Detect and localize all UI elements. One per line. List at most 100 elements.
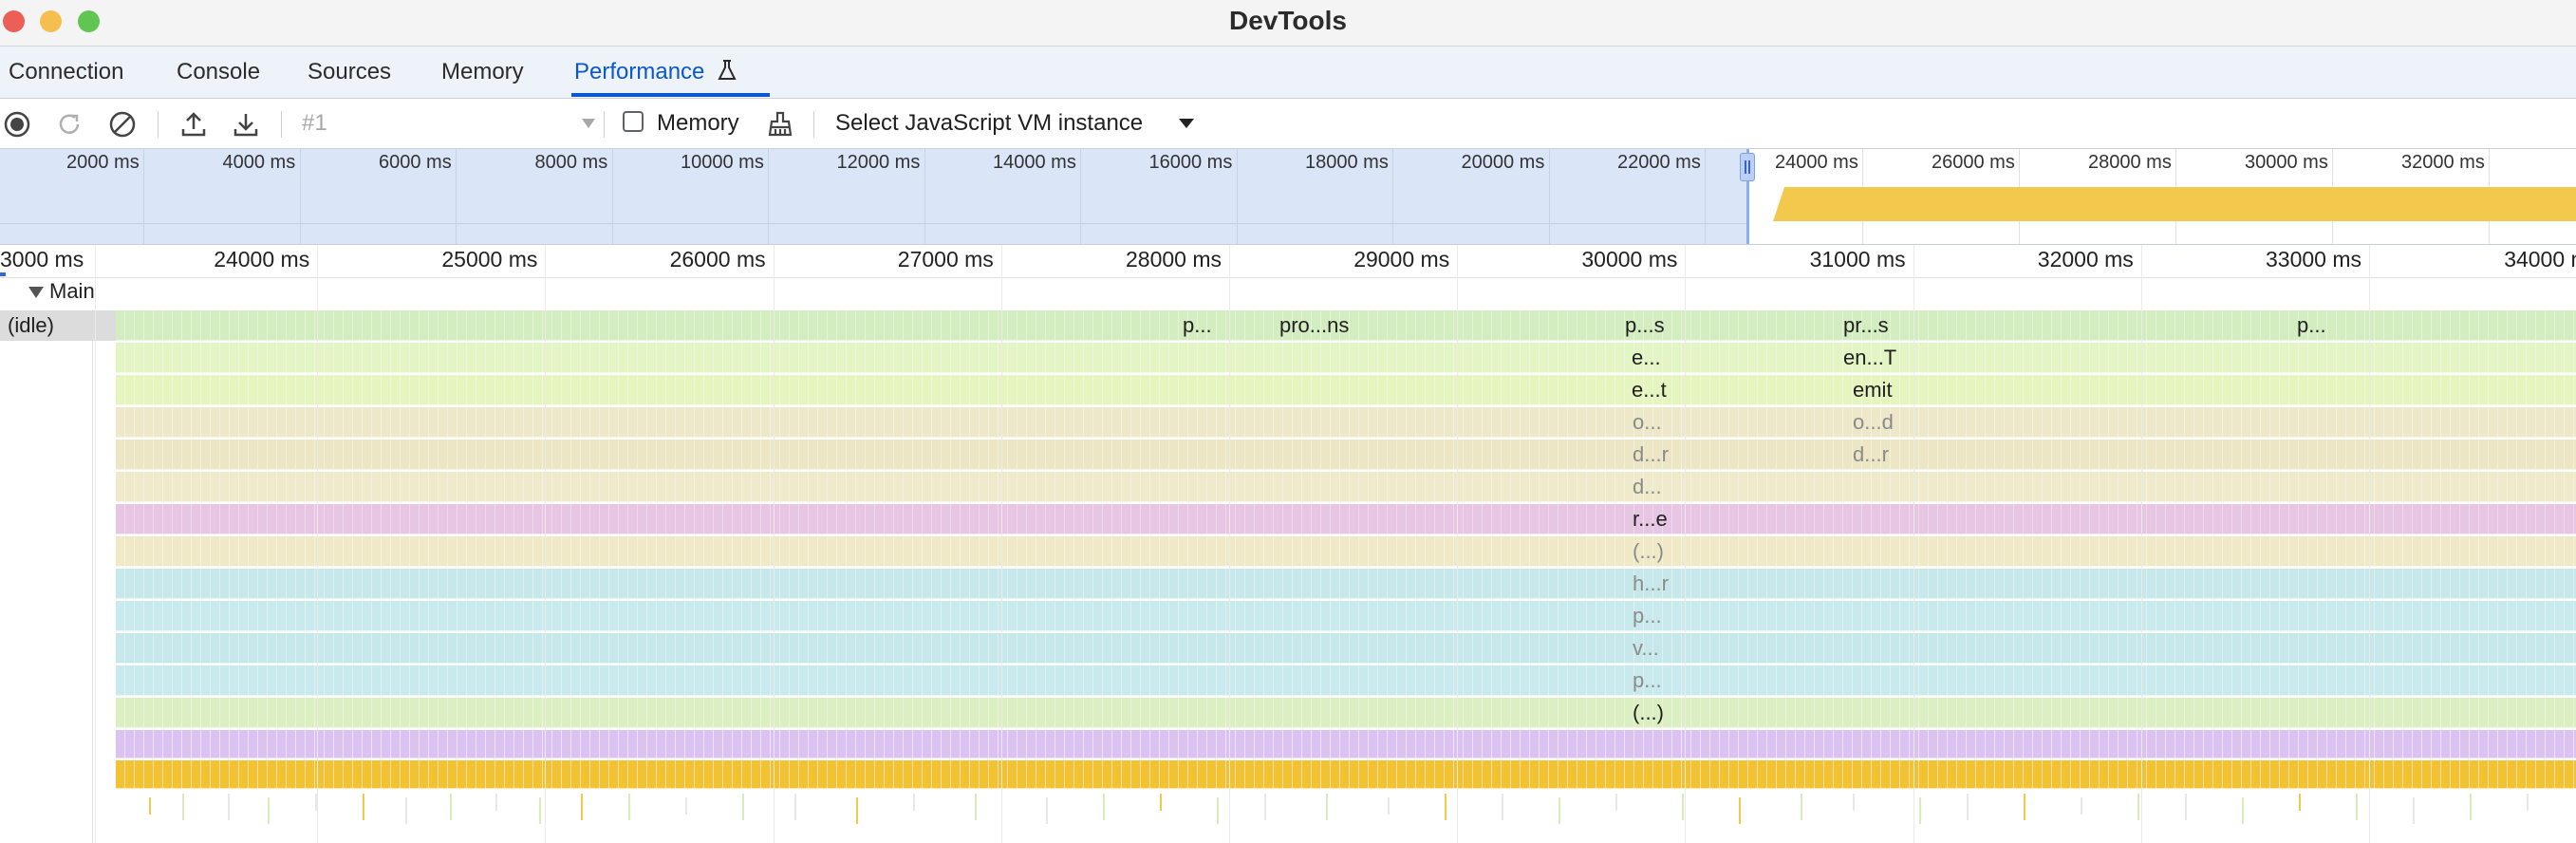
tab-memory[interactable]: Memory <box>441 59 524 84</box>
minor-event-tick <box>2470 794 2472 820</box>
minor-event-tick <box>268 797 270 824</box>
flame-event-label[interactable]: e...t <box>1632 378 1667 402</box>
minor-event-tick <box>1326 794 1328 820</box>
idle-event[interactable] <box>0 310 116 341</box>
timeline-ruler: 3000 ms 24000 ms 25000 ms 26000 ms 27000 ms 2… <box>0 245 2576 278</box>
flame-event-label[interactable]: d... <box>1633 475 1662 498</box>
ruler-label: 33000 ms <box>2266 247 2362 272</box>
flame-event-label[interactable]: (...) <box>1633 539 1664 563</box>
tab-console[interactable]: Console <box>177 59 261 84</box>
overview-gridline <box>924 149 925 244</box>
flame-row[interactable]: e... en...T <box>116 343 2576 373</box>
minor-event-tick <box>1853 794 1855 811</box>
flame-event-label[interactable]: d...r <box>1633 442 1669 466</box>
flame-event-label[interactable]: h...r <box>1633 571 1669 595</box>
overview-tick-label: 26000 ms <box>1932 152 2015 173</box>
load-profile-button[interactable] <box>177 107 211 141</box>
ruler-gridline <box>545 245 547 843</box>
clear-button[interactable] <box>105 107 140 141</box>
minor-event-tick <box>1919 797 1921 824</box>
collect-garbage-button[interactable] <box>763 107 797 141</box>
flame-row[interactable]: o... o...d <box>116 407 2576 438</box>
flame-event-label[interactable]: p... <box>1633 668 1662 692</box>
flame-row[interactable]: p... <box>116 601 2576 631</box>
record-button[interactable] <box>0 107 34 141</box>
ruler-label: 29000 ms <box>1353 247 1450 272</box>
main-thread-label: Main <box>49 279 95 303</box>
flame-event-label[interactable]: p... <box>1183 313 1212 337</box>
flame-row[interactable]: (...) <box>116 536 2576 567</box>
flame-row[interactable]: (...) <box>116 698 2576 728</box>
ruler-label: 34000 m <box>2504 247 2576 272</box>
flame-event-label[interactable]: r...e <box>1633 507 1668 531</box>
performance-toolbar: #1 Memory Select JavaScript VM instance <box>0 99 2576 149</box>
profile-select-value: #1 <box>302 110 327 136</box>
expand-triangle-icon <box>28 287 44 298</box>
ruler-label: 26000 ms <box>669 247 766 272</box>
tab-performance-label: Performance <box>574 59 705 84</box>
flame-event-label[interactable]: p... <box>1633 604 1662 628</box>
profile-select[interactable]: #1 <box>302 104 596 142</box>
minor-event-tick <box>1967 794 1969 820</box>
vm-instance-select[interactable]: Select JavaScript VM instance <box>835 99 1195 148</box>
main-thread-header[interactable]: Main <box>0 277 2576 309</box>
flame-row[interactable]: r...e <box>116 504 2576 534</box>
flame-event-label[interactable]: o... <box>1633 410 1662 434</box>
flame-event-label[interactable]: (...) <box>1633 701 1664 724</box>
flame-row[interactable]: p... pro...ns p...s pr...s p... <box>116 310 2576 341</box>
flame-event-label[interactable]: o...d <box>1853 410 1894 434</box>
flame-event-label[interactable]: pr...s <box>1843 313 1889 337</box>
minor-event-tick <box>539 797 541 824</box>
overview-tick-label: 12000 ms <box>836 152 921 173</box>
flame-event-label[interactable]: d...r <box>1853 442 1889 466</box>
tab-sources[interactable]: Sources <box>308 59 392 84</box>
flame-row[interactable]: d...r d...r <box>116 440 2576 470</box>
overview-tick-label: 6000 ms <box>379 152 452 173</box>
save-profile-button[interactable] <box>229 107 263 141</box>
flame-row[interactable]: p... <box>116 665 2576 696</box>
flame-chart[interactable]: p... pro...ns p...s pr...s p... e... en...T e..… <box>116 310 2576 838</box>
flame-row[interactable]: d... <box>116 472 2576 502</box>
selection-handle[interactable] <box>1740 153 1755 181</box>
ruler-label: 3000 ms <box>0 247 84 272</box>
flame-event-label[interactable]: en...T <box>1843 346 1897 369</box>
close-window-button[interactable] <box>3 10 25 32</box>
overview-gridline <box>1080 149 1081 244</box>
overview-tick-label: 14000 ms <box>993 152 1076 173</box>
overview-tick-label: 32000 ms <box>2401 152 2485 173</box>
overview-gridline <box>0 223 1746 224</box>
minor-event-tick <box>182 794 184 820</box>
flame-row[interactable]: v... <box>116 633 2576 664</box>
flame-event-label[interactable]: e... <box>1632 346 1661 369</box>
tab-connection[interactable]: Connection <box>9 59 124 84</box>
overview-gridline <box>143 149 144 244</box>
flame-row[interactable]: h...r <box>116 569 2576 599</box>
tab-performance[interactable]: Performance <box>574 47 737 98</box>
flame-event-label[interactable]: pro...ns <box>1279 313 1350 337</box>
minor-event-tick <box>2242 797 2244 824</box>
flame-row[interactable]: e...t emit <box>116 375 2576 405</box>
minor-event-tick <box>1739 797 1741 824</box>
flame-event-label[interactable]: p... <box>2297 313 2326 337</box>
reload-icon <box>59 114 80 134</box>
toolbar-divider <box>158 111 159 138</box>
overview-gridline <box>1392 149 1393 244</box>
flame-row[interactable] <box>116 760 2576 789</box>
flame-event-label[interactable]: v... <box>1633 636 1659 660</box>
ruler-label: 32000 ms <box>2037 247 2134 272</box>
ruler-label: 24000 ms <box>214 247 310 272</box>
minimize-window-button[interactable] <box>40 10 62 32</box>
overview-tick-label: 8000 ms <box>534 152 608 173</box>
minor-event-tick <box>149 797 151 815</box>
active-tab-indicator <box>571 93 770 97</box>
flame-event-label[interactable]: p...s <box>1625 313 1665 337</box>
flame-event-label[interactable]: emit <box>1853 378 1893 402</box>
overview-gridline <box>456 149 457 244</box>
zoom-window-button[interactable] <box>78 10 100 32</box>
flame-row[interactable] <box>116 730 2576 759</box>
timeline-overview[interactable]: 2000 ms 4000 ms 6000 ms 8000 ms 10000 ms 1200… <box>0 149 2576 245</box>
minor-event-tick <box>1264 794 1266 820</box>
reload-record-button[interactable] <box>52 107 86 141</box>
ruler-label: 31000 ms <box>1809 247 1906 272</box>
memory-checkbox[interactable] <box>623 111 644 132</box>
